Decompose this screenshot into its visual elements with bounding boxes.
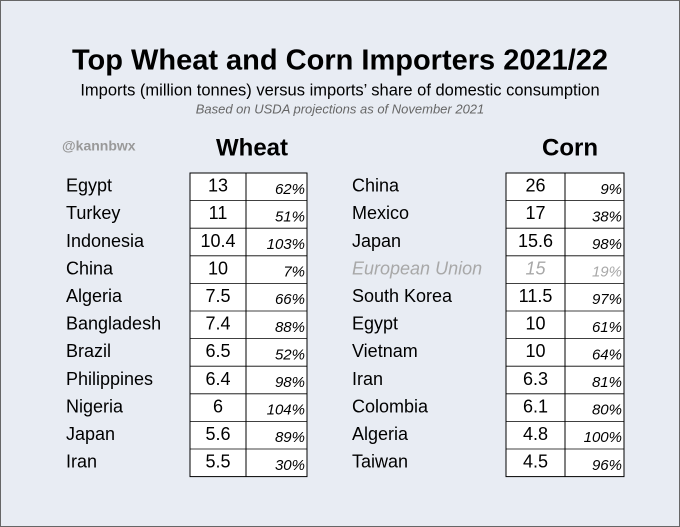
imports: 26 (525, 176, 545, 196)
country: Nigeria (66, 396, 124, 416)
country: Indonesia (66, 231, 145, 251)
imports: 10 (525, 341, 545, 361)
imports: 4.5 (523, 452, 548, 472)
imports: 6 (213, 396, 223, 416)
share: 62% (275, 181, 305, 198)
table-box (189, 172, 308, 478)
imports: 6.5 (205, 341, 230, 361)
share: 80% (592, 402, 622, 419)
country: Brazil (66, 341, 111, 361)
imports: 13 (208, 176, 228, 196)
country: Iran (352, 369, 383, 389)
country: Egypt (352, 314, 398, 334)
imports: 5.6 (205, 424, 230, 444)
share: 30% (275, 457, 305, 474)
country: Egypt (66, 176, 112, 196)
imports: 10 (525, 314, 545, 334)
share: 96% (592, 457, 622, 474)
share: 97% (592, 291, 622, 308)
imports: 6.4 (205, 369, 230, 389)
wheat-heading: Wheat (216, 134, 288, 161)
country: Iran (66, 452, 97, 472)
share: 7% (283, 264, 305, 281)
share: 19% (592, 264, 622, 281)
imports: 6.1 (523, 396, 548, 416)
imports: 7.5 (205, 286, 230, 306)
imports: 6.3 (523, 369, 548, 389)
share: 89% (275, 429, 305, 446)
imports: 11 (209, 203, 228, 223)
share: 88% (275, 319, 305, 336)
imports: 10 (208, 258, 228, 278)
subtitle: Imports (million tonnes) versus imports’… (80, 81, 599, 99)
country: South Korea (352, 286, 453, 306)
country: Colombia (352, 396, 429, 416)
imports: 15.6 (518, 231, 553, 251)
imports: 15 (525, 258, 546, 278)
share: 98% (275, 374, 305, 391)
share: 61% (592, 319, 622, 336)
country: Philippines (66, 369, 153, 389)
share: 64% (592, 346, 622, 363)
share: 66% (275, 291, 305, 308)
share: 98% (592, 236, 622, 253)
title: Top Wheat and Corn Importers 2021/22 (72, 45, 608, 77)
note: Based on USDA projections as of November… (196, 101, 485, 116)
country: China (352, 176, 400, 196)
country: Japan (352, 231, 401, 251)
share: 38% (592, 208, 622, 225)
country: Algeria (66, 286, 123, 306)
share: 52% (275, 346, 305, 363)
share: 9% (600, 181, 622, 198)
country: Bangladesh (66, 314, 161, 334)
country: Vietnam (352, 341, 418, 361)
country: Turkey (66, 203, 120, 223)
share: 100% (584, 429, 622, 446)
country: China (66, 258, 114, 278)
imports: 17 (525, 203, 545, 223)
country: European Union (352, 258, 482, 278)
imports: 5.5 (205, 452, 230, 472)
country: Mexico (352, 203, 409, 223)
country: Algeria (352, 424, 409, 444)
credit: @kannbwx (62, 138, 136, 154)
share: 51% (275, 208, 305, 225)
share: 104% (267, 402, 305, 419)
corn-heading: Corn (542, 134, 598, 161)
imports: 4.8 (523, 424, 548, 444)
country: Japan (66, 424, 115, 444)
imports: 7.4 (205, 314, 230, 334)
share: 103% (267, 236, 305, 253)
country: Taiwan (352, 452, 408, 472)
imports: 10.4 (200, 231, 235, 251)
share: 81% (592, 374, 622, 391)
imports: 11.5 (519, 286, 553, 306)
